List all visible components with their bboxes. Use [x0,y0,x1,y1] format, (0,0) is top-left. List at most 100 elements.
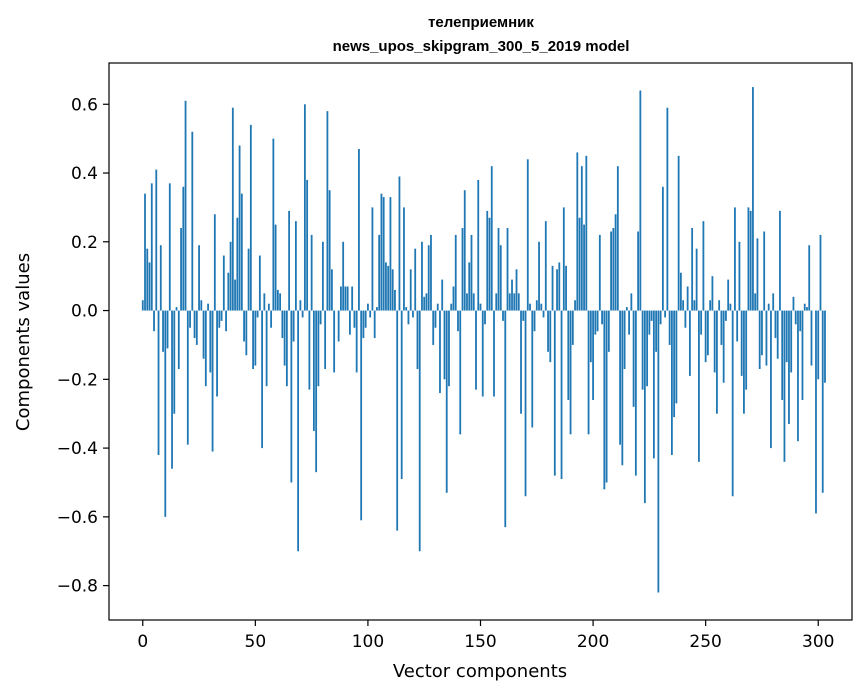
bar-208 [610,231,612,311]
bar-197 [585,155,588,311]
bar-199 [589,310,592,363]
bar-160 [502,310,504,321]
y-tick-label: −0.2 [57,370,98,390]
x-tick-label: 50 [245,632,267,652]
x-tick-label: 300 [802,632,834,652]
bar-151 [481,310,484,397]
bar-49 [252,310,254,370]
bar-108 [385,262,387,311]
bar-18 [182,186,185,311]
bar-94 [353,310,356,328]
bar-126 [425,293,428,311]
bar-245 [693,300,696,311]
bar-12 [168,183,171,311]
bar-244 [691,228,694,311]
bar-255 [716,310,718,414]
bar-17 [180,228,182,311]
x-tick-label: 100 [352,632,384,652]
bar-300 [817,310,820,380]
bar-225 [648,310,651,335]
bar-73 [306,179,309,311]
bar-223 [643,310,646,504]
bar-84 [331,269,333,311]
bar-139 [454,234,457,311]
y-axis: −0.8 −0.6 −0.4 −0.2 0.0 0.2 0.4 0.6 [57,95,109,597]
bar-286 [785,310,788,363]
bar-233 [666,107,669,311]
bar-58 [272,138,275,311]
bar-28 [204,310,207,387]
bar-156 [493,310,495,397]
bar-301 [819,234,822,311]
bar-193 [576,152,579,311]
bar-95 [355,310,358,373]
bar-3 [148,262,151,311]
bar-178 [542,310,545,318]
bar-179 [544,221,547,311]
bar-70 [299,300,302,311]
bar-6 [155,169,158,311]
bar-23 [193,310,196,339]
bar-166 [515,269,518,311]
bar-80 [321,241,324,311]
bar-264 [736,310,739,342]
bar-47 [247,248,250,311]
bar-53 [261,310,263,449]
bar-45 [243,310,245,342]
bar-91 [346,286,349,311]
bar-26 [200,300,203,311]
bar-263 [734,207,736,311]
bar-63 [283,310,286,366]
bar-31 [211,310,214,452]
bar-202 [596,310,599,332]
bar-9 [162,310,164,352]
bar-61 [279,293,282,311]
bar-253 [711,276,714,311]
bar-227 [652,310,655,459]
bar-192 [574,300,576,311]
bar-287 [788,310,790,425]
bar-228 [655,310,658,352]
y-tick-label: −0.8 [57,577,98,597]
bar-158 [497,228,500,311]
bar-269 [747,207,750,311]
bar-36 [222,255,225,311]
bar-69 [297,310,300,552]
bar-303 [824,310,826,383]
bar-275 [761,310,763,356]
bar-44 [240,193,243,311]
bar-279 [770,310,772,449]
bar-132 [439,310,441,394]
bar-90 [344,286,347,311]
bar-series [141,87,829,593]
bar-215 [625,307,628,311]
bar-52 [258,255,261,311]
x-tick-label: 150 [464,632,496,652]
bar-232 [664,310,667,318]
bar-148 [475,310,477,390]
bar-185 [558,262,561,311]
bar-144 [466,293,468,311]
bar-229 [657,310,660,593]
bar-10 [164,310,167,517]
bar-78 [317,310,320,387]
bar-103 [373,310,376,339]
bar-96 [358,148,360,311]
bar-252 [709,300,712,311]
bar-111 [391,269,394,311]
bar-128 [430,234,432,311]
bar-211 [616,166,619,311]
y-tick-label: 0.0 [71,302,98,322]
bar-224 [646,310,649,387]
bar-168 [520,310,522,414]
bar-167 [517,293,520,311]
bar-116 [403,207,405,311]
bar-25 [198,245,200,311]
bar-216 [628,310,630,335]
bar-293 [801,310,804,400]
bar-231 [661,186,664,311]
bar-174 [533,310,536,332]
bar-82 [326,111,329,311]
bar-66 [290,310,293,483]
bar-143 [463,190,466,311]
